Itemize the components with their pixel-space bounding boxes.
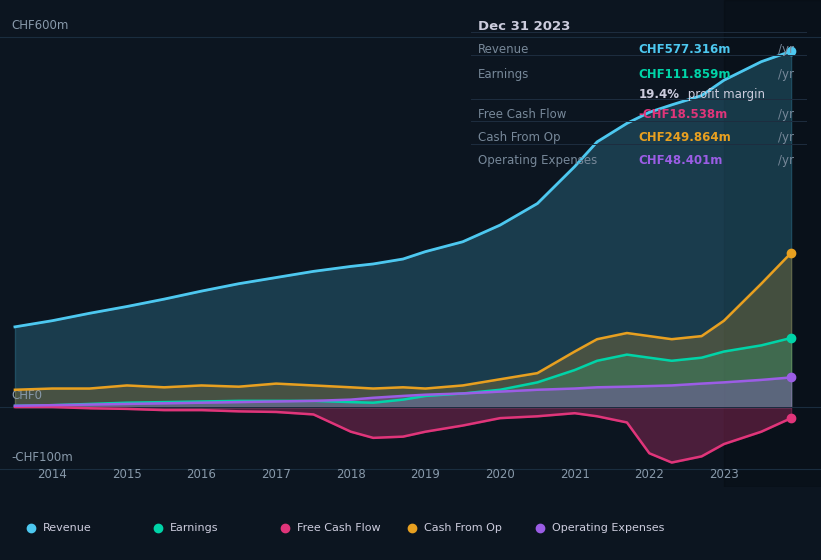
Text: 2023: 2023 xyxy=(709,468,739,481)
Text: Free Cash Flow: Free Cash Flow xyxy=(297,523,381,533)
Text: 2022: 2022 xyxy=(635,468,664,481)
Text: 2015: 2015 xyxy=(112,468,142,481)
Text: Free Cash Flow: Free Cash Flow xyxy=(478,108,566,120)
Text: /yr: /yr xyxy=(778,108,794,120)
Text: Revenue: Revenue xyxy=(43,523,91,533)
Text: Cash From Op: Cash From Op xyxy=(424,523,502,533)
Text: Dec 31 2023: Dec 31 2023 xyxy=(478,20,571,33)
Text: /yr: /yr xyxy=(778,154,794,167)
Text: /yr: /yr xyxy=(778,68,794,81)
Text: CHF249.864m: CHF249.864m xyxy=(639,130,731,144)
Text: 2021: 2021 xyxy=(560,468,589,481)
Text: 2018: 2018 xyxy=(336,468,365,481)
Text: CHF600m: CHF600m xyxy=(11,19,69,32)
Text: CHF48.401m: CHF48.401m xyxy=(639,154,722,167)
Text: /yr: /yr xyxy=(778,43,794,56)
Text: Earnings: Earnings xyxy=(478,68,530,81)
Text: 2016: 2016 xyxy=(186,468,217,481)
Text: 19.4%: 19.4% xyxy=(639,88,679,101)
Text: 2020: 2020 xyxy=(485,468,515,481)
Text: CHF577.316m: CHF577.316m xyxy=(639,43,731,56)
Text: Operating Expenses: Operating Expenses xyxy=(478,154,597,167)
Text: -CHF100m: -CHF100m xyxy=(11,451,73,464)
Text: Earnings: Earnings xyxy=(170,523,218,533)
Text: profit margin: profit margin xyxy=(684,88,764,101)
Text: Revenue: Revenue xyxy=(478,43,530,56)
Text: /yr: /yr xyxy=(778,130,794,144)
Text: 2014: 2014 xyxy=(37,468,67,481)
Text: 2019: 2019 xyxy=(410,468,440,481)
Text: Operating Expenses: Operating Expenses xyxy=(552,523,664,533)
Text: CHF111.859m: CHF111.859m xyxy=(639,68,731,81)
Text: -CHF18.538m: -CHF18.538m xyxy=(639,108,727,120)
Text: 2017: 2017 xyxy=(261,468,291,481)
Bar xyxy=(724,0,821,487)
Text: Cash From Op: Cash From Op xyxy=(478,130,560,144)
Text: CHF0: CHF0 xyxy=(11,389,42,402)
